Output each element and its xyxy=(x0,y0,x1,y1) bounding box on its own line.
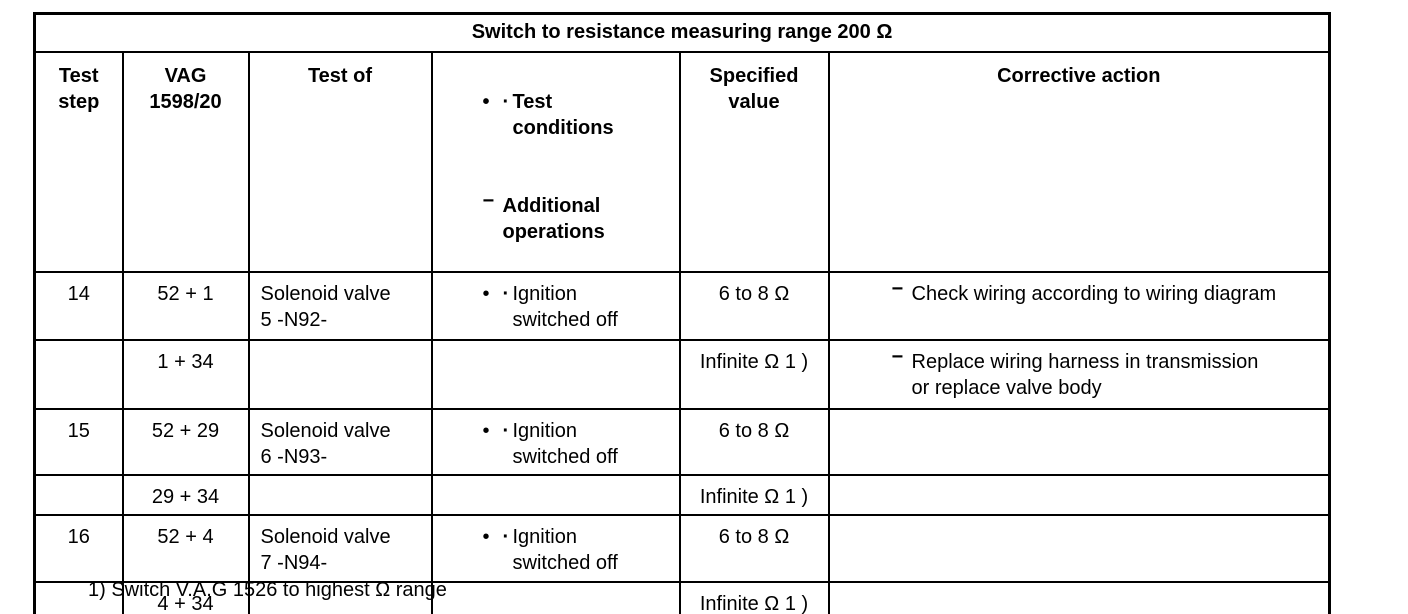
cell-specified-value: Infinite Ω 1 ) xyxy=(678,580,830,614)
bullet-icon: • xyxy=(482,525,490,548)
header-corrective-action: Corrective action xyxy=(827,50,1331,273)
table-container: Switch to resistance measuring range 200… xyxy=(33,12,1332,614)
table-row: 4 + 34 Infinite Ω 1 ) xyxy=(33,580,1331,614)
cell-test-of: Solenoid valve 5 -N92- xyxy=(247,270,433,341)
cell-vag-terminals: 52 + 1 xyxy=(121,270,250,341)
cell-test-conditions xyxy=(430,580,681,614)
cell-test-conditions xyxy=(430,473,681,516)
cell-corrective-action xyxy=(827,473,1331,516)
header-operations-item: − Additional operations xyxy=(483,190,674,245)
table-row: 16 52 + 4 Solenoid valve 7 -N94- • · Ign… xyxy=(33,513,1331,583)
dot-icon: · xyxy=(502,90,510,113)
cell-test-of xyxy=(247,580,433,614)
condition-text: Ignition switched off xyxy=(512,282,618,331)
cell-test-step xyxy=(33,473,124,516)
condition-text: Ignition switched off xyxy=(512,419,618,468)
cell-test-step xyxy=(33,580,124,614)
header-test-conditions: • · Test conditions − Additional operati… xyxy=(430,50,681,273)
cell-specified-value: Infinite Ω 1 ) xyxy=(678,338,830,410)
cell-specified-value: 6 to 8 Ω xyxy=(678,270,830,341)
dash-icon: − xyxy=(482,189,495,212)
table-row: 29 + 34 Infinite Ω 1 ) xyxy=(33,473,1331,516)
dash-icon: − xyxy=(891,277,904,300)
cell-vag-terminals: 52 + 4 xyxy=(121,513,250,583)
header-conditions-text: Test conditions xyxy=(512,90,614,139)
cell-vag-terminals: 4 + 34 xyxy=(121,580,250,614)
header-vag-1598-20: VAG 1598/20 xyxy=(121,50,250,273)
bullet-icon: • xyxy=(482,90,490,113)
cell-test-conditions: • · Ignition switched off xyxy=(430,513,681,583)
cell-corrective-action: − Check wiring according to wiring diagr… xyxy=(827,270,1331,341)
table-row: 15 52 + 29 Solenoid valve 6 -N93- • · Ig… xyxy=(33,407,1331,476)
cell-specified-value: 6 to 8 Ω xyxy=(678,407,830,476)
condition-item: • · Ignition switched off xyxy=(483,281,674,333)
cell-test-conditions: • · Ignition switched off xyxy=(430,407,681,476)
cell-test-conditions: • · Ignition switched off xyxy=(430,270,681,341)
cell-vag-terminals: 29 + 34 xyxy=(121,473,250,516)
cell-test-step: 14 xyxy=(33,270,124,341)
cell-specified-value: Infinite Ω 1 ) xyxy=(678,473,830,516)
dot-icon: · xyxy=(502,419,510,442)
cell-test-of xyxy=(247,473,433,516)
action-item: − Replace wiring harness in transmission… xyxy=(892,346,1324,401)
bullet-icon: • xyxy=(482,419,490,442)
table-header-row: Test step VAG 1598/20 Test of • · Test c… xyxy=(33,50,1331,273)
cell-test-step: 16 xyxy=(33,513,124,583)
dash-icon: − xyxy=(891,345,904,368)
bullet-icon: • xyxy=(482,282,490,305)
dot-icon: · xyxy=(502,525,510,548)
action-item: − Check wiring according to wiring diagr… xyxy=(892,278,1324,307)
cell-test-conditions xyxy=(430,338,681,410)
cell-corrective-action xyxy=(827,513,1331,583)
condition-text: Ignition switched off xyxy=(512,525,618,574)
cell-test-step: 15 xyxy=(33,407,124,476)
cell-corrective-action xyxy=(827,580,1331,614)
condition-item: • · Ignition switched off xyxy=(483,418,674,470)
cell-vag-terminals: 1 + 34 xyxy=(121,338,250,410)
table-title-row: Switch to resistance measuring range 200… xyxy=(33,12,1331,53)
resistance-test-table: Switch to resistance measuring range 200… xyxy=(33,12,1332,614)
cell-test-of: Solenoid valve 7 -N94- xyxy=(247,513,433,583)
header-conditions-item: • · Test conditions xyxy=(483,89,674,141)
header-operations-text: Additional operations xyxy=(502,194,605,243)
table-row: 1 + 34 Infinite Ω 1 ) − Replace wiring h… xyxy=(33,338,1331,410)
cell-test-of: Solenoid valve 6 -N93- xyxy=(247,407,433,476)
cell-test-of xyxy=(247,338,433,410)
header-test-step: Test step xyxy=(33,50,124,273)
table-row: 14 52 + 1 Solenoid valve 5 -N92- • · Ign… xyxy=(33,270,1331,341)
header-test-of: Test of xyxy=(247,50,433,273)
cell-corrective-action xyxy=(827,407,1331,476)
cell-specified-value: 6 to 8 Ω xyxy=(678,513,830,583)
action-text: Check wiring according to wiring diagram xyxy=(911,282,1277,305)
dot-icon: · xyxy=(502,282,510,305)
cell-corrective-action: − Replace wiring harness in transmission… xyxy=(827,338,1331,410)
action-text: Replace wiring harness in transmission o… xyxy=(911,350,1259,399)
condition-item: • · Ignition switched off xyxy=(483,524,674,576)
cell-vag-terminals: 52 + 29 xyxy=(121,407,250,476)
cell-test-step xyxy=(33,338,124,410)
header-specified-value: Specified value xyxy=(678,50,830,273)
footnote: 1) Switch V.A.G 1526 to highest Ω range xyxy=(88,579,447,601)
table-title: Switch to resistance measuring range 200… xyxy=(33,12,1331,53)
